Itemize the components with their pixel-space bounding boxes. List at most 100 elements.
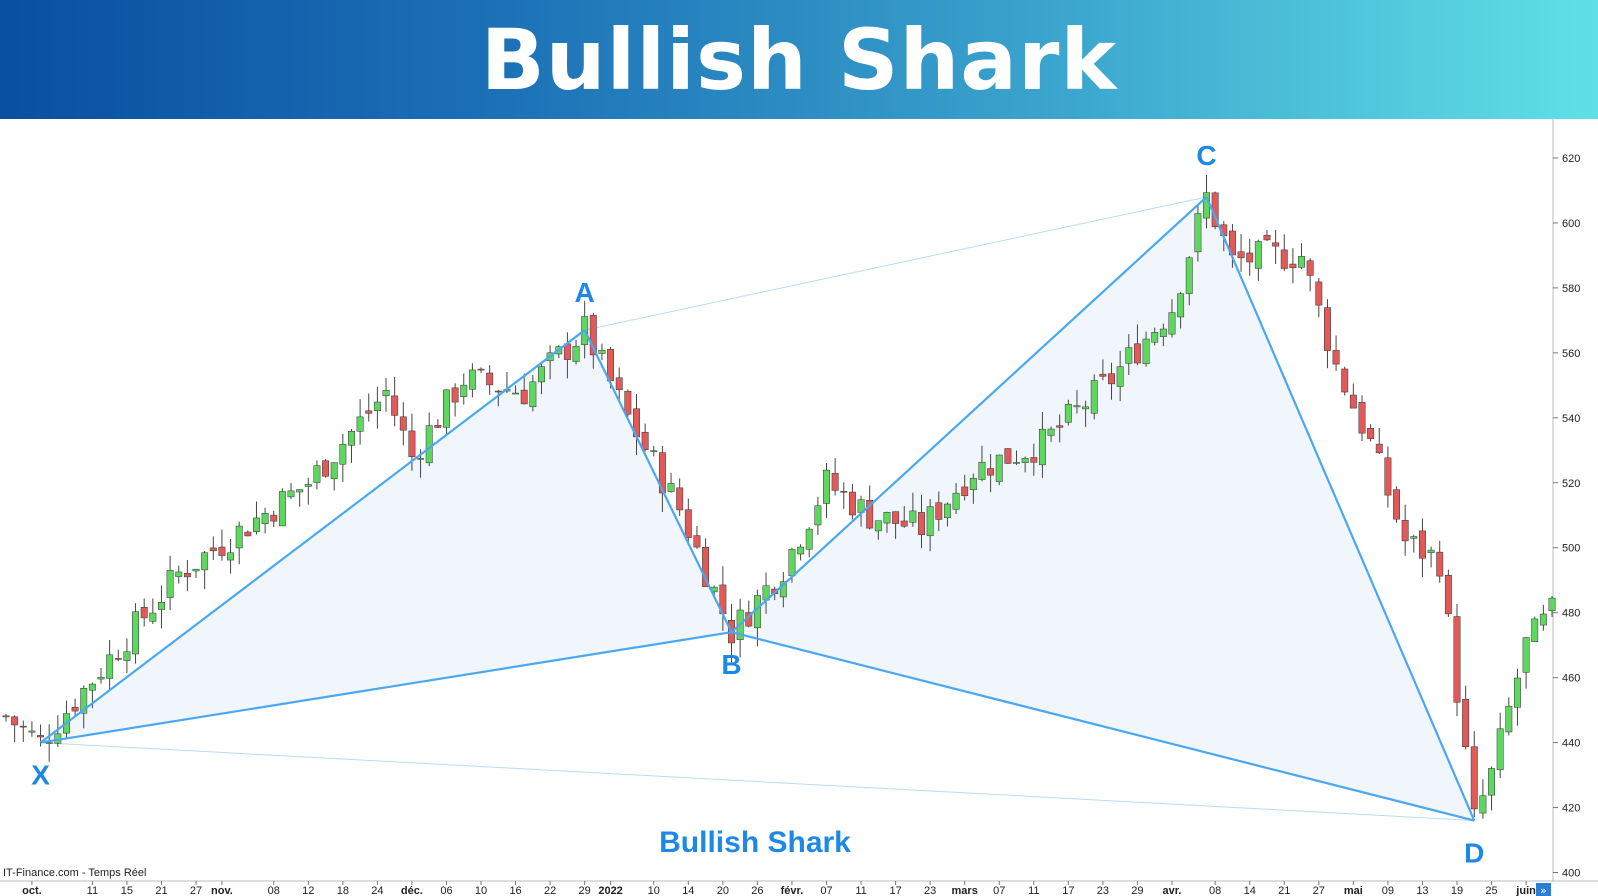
candle-down — [607, 349, 615, 382]
candle-up — [1047, 428, 1055, 436]
x-tick-label: 20 — [717, 885, 729, 896]
candle-up — [201, 552, 209, 571]
candle-down — [1436, 551, 1444, 577]
candle-up — [1038, 428, 1046, 466]
scroll-right-button[interactable] — [1536, 883, 1551, 896]
pattern-ac-line — [584, 196, 1207, 331]
x-tick-label: 26 — [751, 885, 763, 896]
y-tick-label: 520 — [1562, 478, 1580, 490]
x-tick-label: déc. — [401, 885, 423, 896]
x-tick-label: 2022 — [598, 885, 622, 896]
candle-up — [1151, 332, 1159, 343]
candle-up — [235, 525, 243, 549]
candle-up — [1177, 293, 1185, 318]
x-tick-label: 22 — [544, 885, 556, 896]
candle-down — [1470, 746, 1478, 810]
candle-up — [1082, 406, 1090, 410]
candle-up — [823, 469, 830, 504]
candle-down — [1306, 260, 1314, 276]
x-tick-label: avr. — [1162, 885, 1181, 896]
price-chart[interactable]: 400 420 440 460 480 500 520 540 560 580 600 620 X A B C… — [0, 119, 1598, 896]
y-tick-label: 400 — [1562, 868, 1580, 880]
candle-down — [71, 706, 79, 712]
data-source-label: IT-Finance.com - Temps Réel — [3, 867, 146, 879]
candle-down — [1315, 281, 1323, 306]
candle-up — [373, 401, 381, 411]
pattern-leg-bd — [731, 631, 1475, 822]
x-tick-label: 09 — [1382, 885, 1394, 896]
x-tick-label: 14 — [1244, 885, 1256, 896]
candle-up — [339, 444, 347, 465]
candle-down — [900, 520, 908, 527]
candle-down — [1358, 402, 1366, 434]
candle-up — [253, 517, 260, 532]
candle-down — [1341, 368, 1349, 393]
candle-down — [615, 377, 623, 390]
candle-up — [1427, 549, 1435, 553]
candle-down — [399, 416, 407, 431]
candle-up — [572, 345, 580, 362]
candle-down — [1133, 343, 1141, 364]
candle-up — [1021, 458, 1029, 463]
candle-up — [1185, 257, 1193, 294]
candle-down — [1367, 428, 1375, 439]
double-chevron-right-icon: » — [1540, 884, 1547, 896]
candle-down — [1384, 457, 1392, 496]
candle-up — [468, 369, 476, 390]
candle-down — [1099, 373, 1107, 377]
page-title: Bullish Shark — [480, 10, 1118, 109]
candle-down — [434, 425, 442, 428]
candle-down — [209, 547, 217, 552]
candle-up — [296, 489, 304, 493]
x-tick-label: mai — [1344, 885, 1363, 896]
candle-up — [1479, 795, 1487, 814]
candle-down — [1272, 242, 1280, 247]
candle-down — [892, 511, 900, 524]
candle-up — [80, 688, 88, 714]
pattern-xab-fill — [40, 330, 732, 743]
candle-down — [391, 395, 399, 416]
candle-up — [995, 454, 1003, 482]
y-tick-label: 420 — [1562, 803, 1580, 815]
candle-down — [831, 473, 839, 491]
candle-up — [667, 483, 675, 492]
x-tick-label: 21 — [1278, 885, 1290, 896]
y-tick-label: 460 — [1562, 673, 1580, 685]
candle-down — [1056, 425, 1064, 428]
pattern-leg-ab — [583, 329, 733, 633]
candle-up — [883, 512, 891, 524]
x-tick-label: mars — [952, 885, 978, 896]
candle-down — [218, 546, 226, 556]
candle-up — [278, 491, 286, 527]
candle-up — [1142, 338, 1150, 365]
candle-up — [106, 654, 114, 679]
candle-up — [1505, 705, 1513, 733]
candle-up — [1194, 213, 1202, 253]
candle-down — [1444, 574, 1452, 615]
candle-up — [1410, 536, 1418, 539]
candle-up — [1522, 637, 1530, 673]
candle-up — [529, 381, 537, 408]
candle-up — [814, 505, 822, 526]
candle-up — [1090, 380, 1098, 414]
candle-down — [987, 468, 995, 476]
candle-down — [693, 535, 701, 548]
candle-down — [322, 460, 330, 477]
candle-down — [114, 658, 122, 660]
point-label-c: C — [1196, 140, 1216, 171]
candle-down — [1349, 394, 1357, 409]
candle-up — [1159, 328, 1167, 337]
candle-up — [788, 549, 796, 577]
x-tick-label: 06 — [440, 885, 452, 896]
candle-up — [348, 431, 355, 446]
candle-up — [978, 461, 986, 480]
candle-up — [1539, 613, 1547, 626]
x-tick-label: 10 — [648, 885, 660, 896]
candle-up — [1064, 403, 1072, 423]
x-tick-label: 08 — [268, 885, 280, 896]
candle-down — [244, 531, 252, 537]
candle-up — [287, 490, 295, 498]
candle-down — [1246, 252, 1254, 263]
y-tick-label: 480 — [1562, 608, 1580, 620]
candle-up — [304, 484, 312, 487]
